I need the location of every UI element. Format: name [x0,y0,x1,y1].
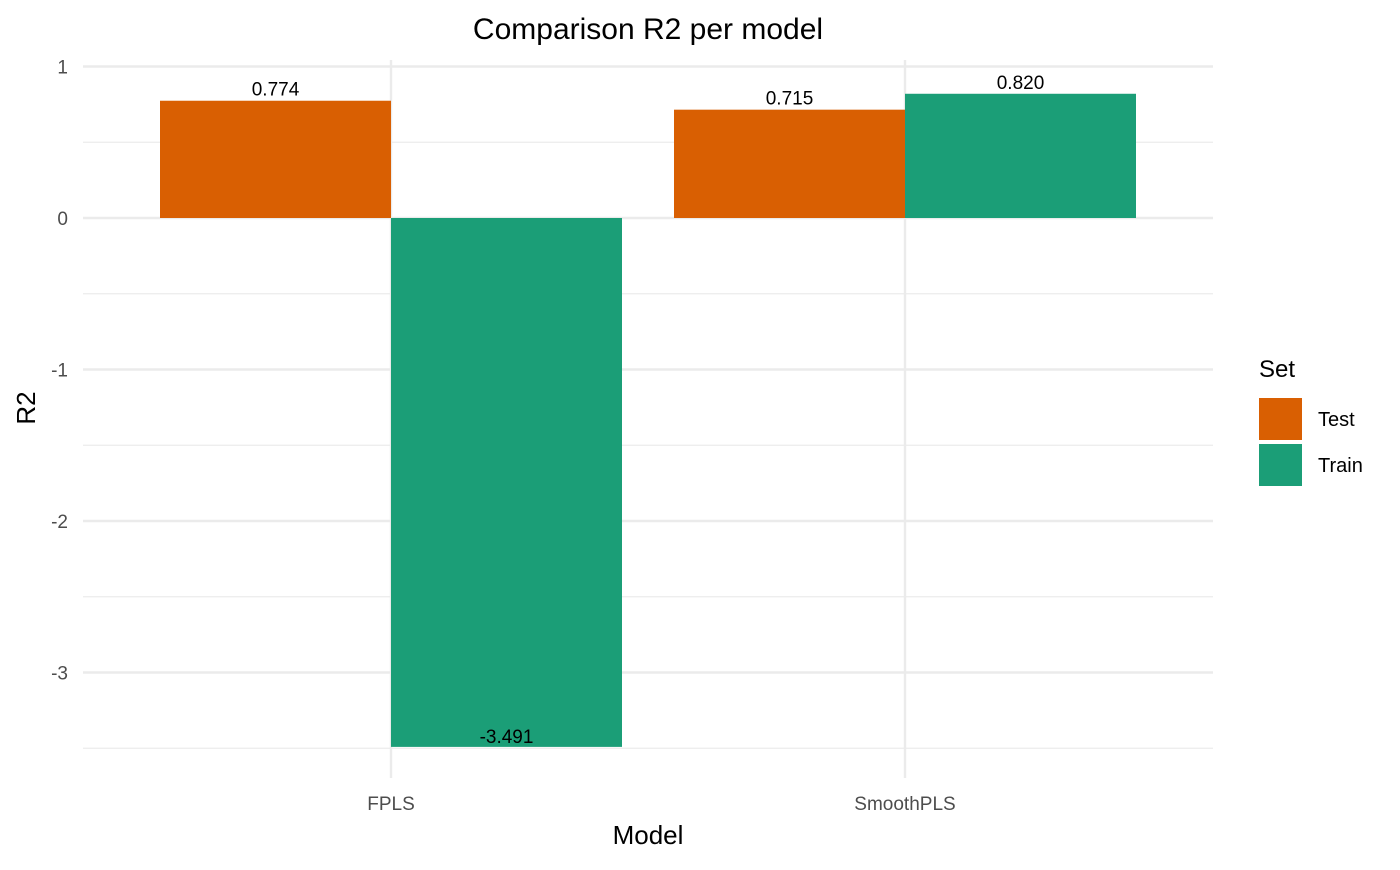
x-tick-label: SmoothPLS [854,794,955,815]
x-axis-ticks: FPLS SmoothPLS [367,794,955,815]
data-label: 0.774 [252,80,300,101]
legend-key-test [1259,398,1302,440]
data-label: -3.491 [480,727,534,748]
bar-test-smoothpls [674,109,905,218]
legend-title: Set [1259,356,1295,383]
legend: Set Test Train [1259,356,1363,486]
y-tick-label: 1 [57,58,68,79]
bar-test-fpls [160,100,391,218]
data-label: 0.715 [766,89,814,110]
y-tick-label: -1 [51,361,68,382]
legend-label-train: Train [1318,455,1363,477]
y-axis-title: R2 [11,391,41,424]
data-label: 0.820 [997,73,1045,94]
x-tick-label: FPLS [367,794,415,815]
y-tick-label: -2 [51,512,68,533]
bar-train-fpls [391,218,622,747]
y-tick-label: -3 [51,664,68,685]
x-axis-title: Model [613,820,684,850]
bars-group [160,93,1136,747]
chart-title: Comparison R2 per model [473,13,823,46]
legend-key-train [1259,444,1302,486]
y-axis-ticks: 1 0 -1 -2 -3 [51,58,68,685]
legend-label-test: Test [1318,409,1355,431]
data-labels-group: 0.774 0.715 -3.491 0.820 [252,73,1045,748]
bar-train-smoothpls [905,93,1136,218]
y-tick-label: 0 [57,209,68,230]
